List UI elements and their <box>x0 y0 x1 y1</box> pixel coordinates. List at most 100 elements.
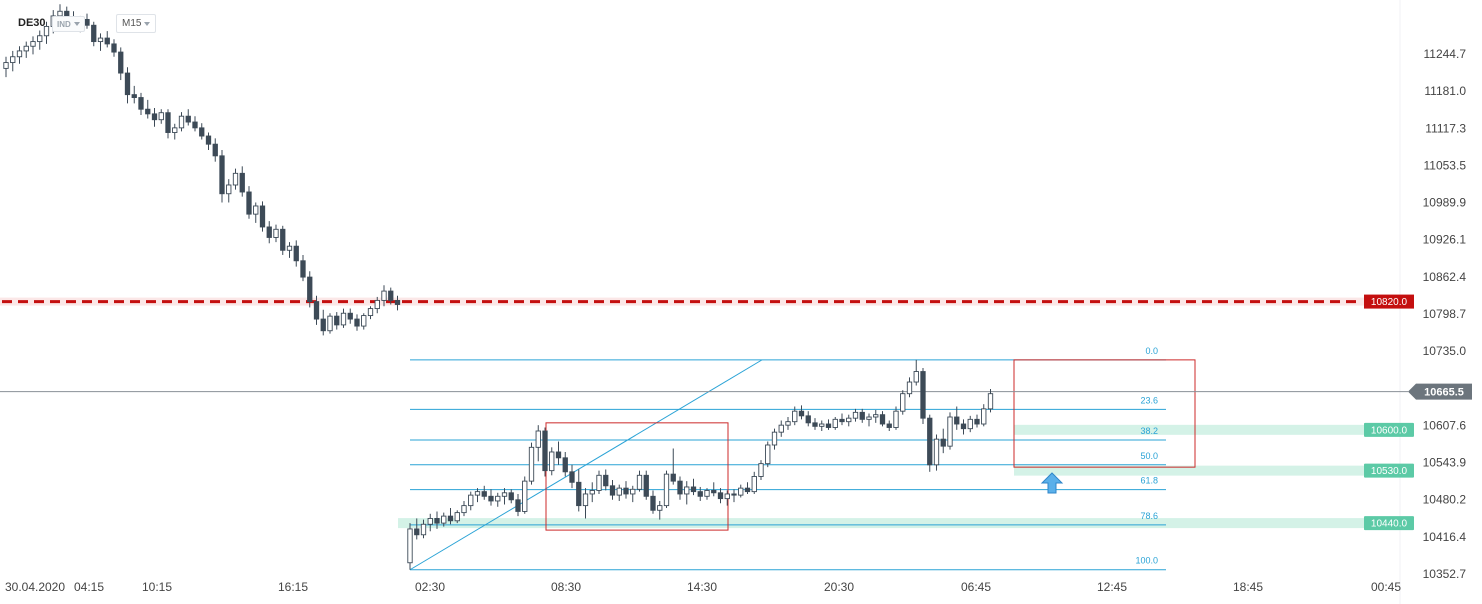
candle-body <box>569 471 575 483</box>
fib-level-label: 0.0 <box>1145 346 1158 356</box>
time-axis-tick: 16:15 <box>278 580 308 594</box>
candle-body <box>461 505 467 514</box>
candle-body <box>724 493 730 500</box>
candle-body <box>582 493 589 507</box>
candle-body <box>812 422 818 427</box>
candle-body <box>138 97 144 110</box>
candle-body <box>165 112 171 133</box>
time-axis-tick: 06:45 <box>961 580 991 594</box>
candle-body <box>37 35 43 43</box>
up-arrow-icon <box>1040 472 1064 494</box>
support-zone-label: 10530.0 <box>1371 466 1408 477</box>
candle-body <box>474 491 481 496</box>
resistance-label: 10820.0 <box>1371 297 1408 308</box>
price-axis-tick: 10352.7 <box>1423 567 1467 581</box>
candle-body <box>178 115 185 129</box>
candle-body <box>643 474 649 497</box>
instrument-type-label: IND <box>57 19 71 29</box>
candle-body <box>555 451 562 459</box>
candle-body <box>704 490 710 497</box>
candle-body <box>427 517 433 525</box>
price-axis-tick: 10798.7 <box>1423 307 1467 321</box>
candle-body <box>717 492 724 500</box>
candle-body <box>542 430 548 472</box>
candle-body <box>273 228 279 238</box>
timeframe-selector[interactable]: M15 <box>116 14 157 33</box>
candle-body <box>859 411 865 420</box>
candle-body <box>334 315 340 326</box>
price-axis-tick: 10480.2 <box>1423 493 1467 507</box>
candle-body <box>609 485 616 496</box>
candle-body <box>172 127 178 133</box>
candle-body <box>219 155 225 195</box>
candle-body <box>97 37 104 43</box>
candle-body <box>771 431 778 446</box>
candle-body <box>158 112 164 121</box>
candle-body <box>501 492 508 497</box>
time-axis-tick: 12:45 <box>1097 580 1127 594</box>
time-axis-tick: 02:30 <box>415 580 445 594</box>
candle-body <box>232 172 239 186</box>
candle-body <box>212 143 218 157</box>
candle-body <box>515 499 521 512</box>
candle-body <box>832 418 838 428</box>
time-axis-tick: 20:30 <box>824 580 854 594</box>
retest-box <box>1013 359 1196 468</box>
candle-body <box>974 418 980 425</box>
candle-body <box>447 515 454 522</box>
candle-body <box>825 423 832 428</box>
candle-body <box>677 480 683 495</box>
price-axis-tick: 10926.1 <box>1423 233 1467 247</box>
candle-body <box>354 318 360 327</box>
price-axis-tick: 11181.0 <box>1424 84 1466 98</box>
candle-body <box>307 276 313 303</box>
candle-body <box>697 491 703 497</box>
candle-body <box>118 51 124 74</box>
candle-body <box>111 43 117 53</box>
candle-body <box>495 495 501 502</box>
candle-body <box>852 411 859 419</box>
symbol-label: DE30 <box>18 17 46 29</box>
candle-body <box>596 474 602 491</box>
candle-body <box>913 371 919 383</box>
candle-body <box>367 308 374 317</box>
candle-body <box>205 135 212 145</box>
time-axis-tick: 30.04.2020 <box>5 580 65 594</box>
time-axis-tick: 04:15 <box>74 580 104 594</box>
candle-body <box>104 37 110 45</box>
current-price-tag <box>1408 383 1472 400</box>
resistance-label-bg <box>1364 294 1414 309</box>
fib-trendline <box>409 359 763 571</box>
candle-body <box>266 226 272 238</box>
candle-body <box>280 228 286 251</box>
instrument-type-badge[interactable]: IND <box>52 16 85 32</box>
candle-body <box>987 393 994 410</box>
candle-body <box>933 438 940 466</box>
fib-level-label: 61.8 <box>1140 476 1158 486</box>
candle-body <box>967 418 973 430</box>
candle-body <box>663 473 670 507</box>
price-axis-tick: 11244.7 <box>1424 47 1467 61</box>
candle-body <box>23 45 29 52</box>
candle-body <box>441 515 447 524</box>
candle-body <box>388 290 394 301</box>
candle-body <box>3 62 9 69</box>
support-zone-label-bg <box>1364 516 1414 531</box>
candle-body <box>576 481 582 507</box>
support-zone <box>1014 465 1364 476</box>
candle-body <box>650 495 656 511</box>
candle-body <box>758 463 764 477</box>
candle-body <box>192 121 198 129</box>
candle-body <box>300 260 306 278</box>
price-axis-tick: 10735.0 <box>1423 344 1467 358</box>
support-zone-label: 10440.0 <box>1371 519 1408 530</box>
candle-body <box>792 410 798 423</box>
candle-body <box>16 50 23 58</box>
candle-body <box>91 24 97 43</box>
candle-body <box>286 245 293 251</box>
candle-body <box>535 430 541 448</box>
candle-body <box>960 423 967 430</box>
candle-body <box>562 457 568 473</box>
